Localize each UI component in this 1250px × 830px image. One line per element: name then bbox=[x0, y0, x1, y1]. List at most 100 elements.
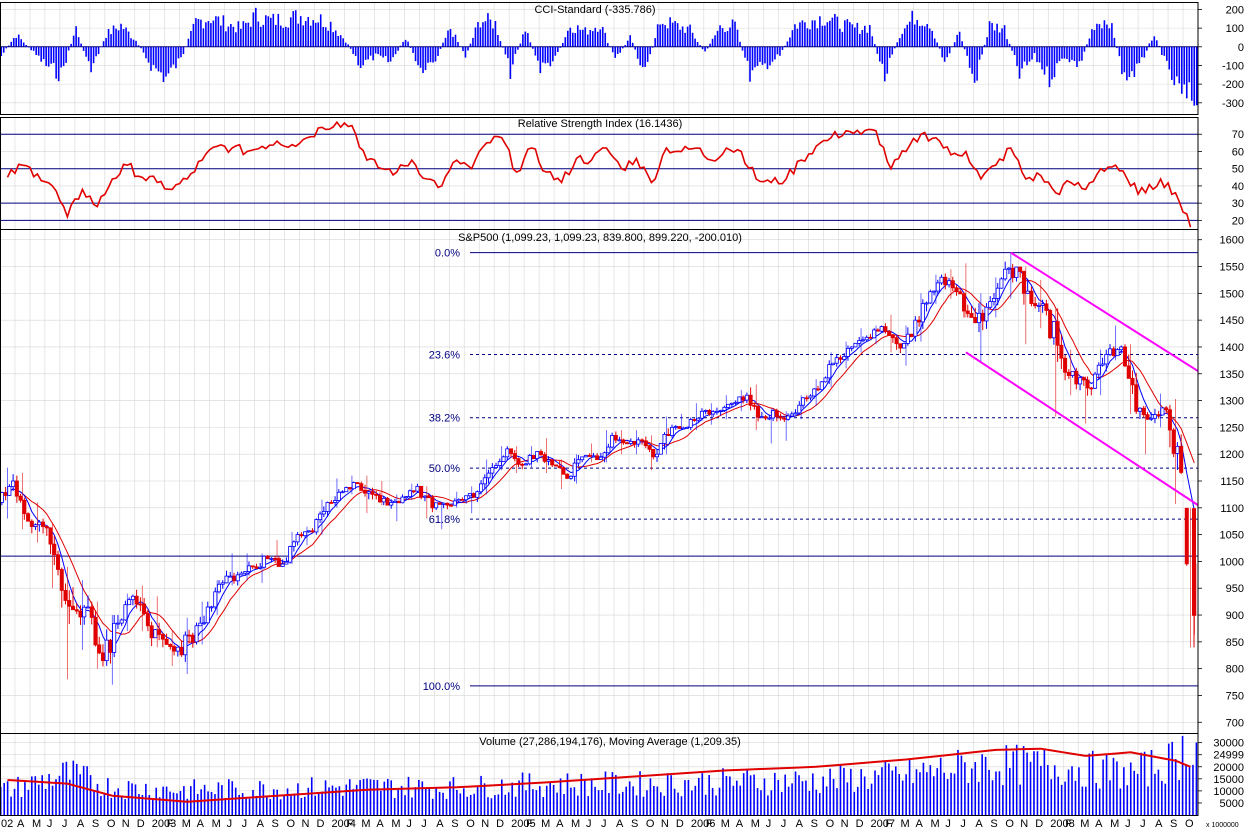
y-tick-label: 900 bbox=[1226, 610, 1244, 622]
candle-body bbox=[351, 482, 356, 490]
y-tick-label: -200 bbox=[1222, 79, 1244, 91]
candle-body bbox=[377, 494, 382, 503]
candle-body bbox=[520, 463, 525, 466]
x-tick-label: D bbox=[1035, 818, 1043, 830]
candle-body bbox=[939, 276, 944, 284]
candle-body bbox=[655, 453, 660, 458]
candle-body bbox=[407, 490, 412, 498]
candle-body bbox=[381, 497, 386, 503]
candle-body bbox=[509, 448, 514, 454]
candle-body bbox=[741, 396, 746, 401]
candle-body bbox=[437, 502, 442, 505]
candle-body bbox=[202, 622, 207, 625]
x-tick-label: N bbox=[841, 818, 849, 830]
candle-body bbox=[756, 406, 761, 418]
y-tick-label: 20000 bbox=[1213, 762, 1244, 774]
candle-body bbox=[164, 638, 169, 645]
candle-body bbox=[325, 502, 330, 512]
rsi-line bbox=[6, 120, 1192, 228]
x-tick-label: A bbox=[17, 818, 25, 830]
candle-body bbox=[1111, 348, 1116, 357]
candle-body bbox=[677, 426, 682, 429]
candle-body bbox=[583, 455, 588, 458]
candle-body bbox=[550, 459, 555, 466]
x-tick-label: A bbox=[556, 818, 564, 830]
y-tick-label: 1450 bbox=[1220, 315, 1244, 327]
candle-body bbox=[314, 519, 319, 533]
x-tick-label: A bbox=[975, 818, 983, 830]
x-tick-label: J bbox=[227, 818, 233, 830]
candle-body bbox=[486, 472, 491, 479]
candle-body bbox=[303, 531, 308, 537]
candle-body bbox=[127, 599, 132, 606]
x-tick-label: O bbox=[1005, 818, 1014, 830]
x-tick-label: N bbox=[1020, 818, 1028, 830]
x-tick-label: M bbox=[751, 818, 760, 830]
candle-body bbox=[344, 487, 349, 493]
candle-body bbox=[1063, 357, 1068, 373]
candle-body bbox=[1044, 303, 1049, 311]
candle-body bbox=[265, 555, 270, 560]
x-tick-label: D bbox=[676, 818, 684, 830]
candle-body bbox=[647, 445, 652, 450]
candle-body bbox=[991, 297, 996, 303]
candle-body bbox=[598, 456, 603, 460]
candle-body bbox=[744, 394, 749, 401]
candle-body bbox=[153, 629, 158, 639]
candle-body bbox=[93, 616, 98, 646]
candle-body bbox=[100, 652, 105, 662]
candle-body bbox=[1018, 266, 1023, 272]
x-tick-label: S bbox=[451, 818, 458, 830]
candle-body bbox=[718, 410, 723, 412]
candle-body bbox=[894, 337, 899, 345]
candle-body bbox=[1014, 266, 1019, 278]
x-tick-label: M bbox=[901, 818, 910, 830]
candle-body bbox=[348, 487, 353, 490]
candle-body bbox=[1179, 445, 1184, 473]
candle-body bbox=[778, 416, 783, 419]
x-tick-label: A bbox=[257, 818, 265, 830]
candle-body bbox=[138, 603, 143, 606]
candle-body bbox=[1115, 349, 1120, 357]
candle-body bbox=[684, 426, 689, 429]
candle-body bbox=[254, 566, 259, 569]
candle-body bbox=[445, 502, 450, 506]
candle-body bbox=[26, 513, 31, 522]
candle-body bbox=[389, 502, 394, 506]
x-tick-label: N bbox=[481, 818, 489, 830]
candle-body bbox=[363, 490, 368, 494]
y-tick-label: 24999 bbox=[1213, 750, 1244, 762]
y-tick-label: 1250 bbox=[1220, 422, 1244, 434]
x-tick-label: M bbox=[541, 818, 550, 830]
candle-body bbox=[63, 590, 68, 601]
candle-body bbox=[108, 639, 113, 653]
candle-body bbox=[1048, 310, 1053, 339]
candle-body bbox=[1192, 508, 1196, 616]
candle-body bbox=[400, 496, 405, 504]
candle-body bbox=[1145, 414, 1150, 420]
candle-body bbox=[501, 456, 506, 462]
candle-body bbox=[561, 467, 566, 475]
candle-body bbox=[217, 583, 222, 593]
x-tick-label: F bbox=[526, 818, 533, 830]
candle-body bbox=[183, 634, 188, 656]
candle-body bbox=[1134, 384, 1139, 412]
x-tick-label: A bbox=[1155, 818, 1163, 830]
y-tick-label: 700 bbox=[1226, 717, 1244, 729]
candle-body bbox=[737, 396, 742, 403]
cci-grid bbox=[0, 2, 1199, 114]
candle-body bbox=[209, 606, 214, 609]
candle-body bbox=[823, 377, 828, 383]
candle-body bbox=[175, 646, 180, 652]
candle-body bbox=[696, 417, 701, 421]
x-tick-label: A bbox=[77, 818, 85, 830]
candle-body bbox=[306, 530, 311, 533]
candle-body bbox=[239, 572, 244, 576]
candle-body bbox=[636, 439, 641, 445]
candle-body bbox=[958, 291, 963, 295]
candle-body bbox=[707, 410, 712, 415]
candle-body bbox=[419, 485, 424, 498]
candle-body bbox=[321, 511, 326, 515]
candle-body bbox=[973, 317, 978, 324]
fib-label: 0.0% bbox=[435, 248, 460, 260]
